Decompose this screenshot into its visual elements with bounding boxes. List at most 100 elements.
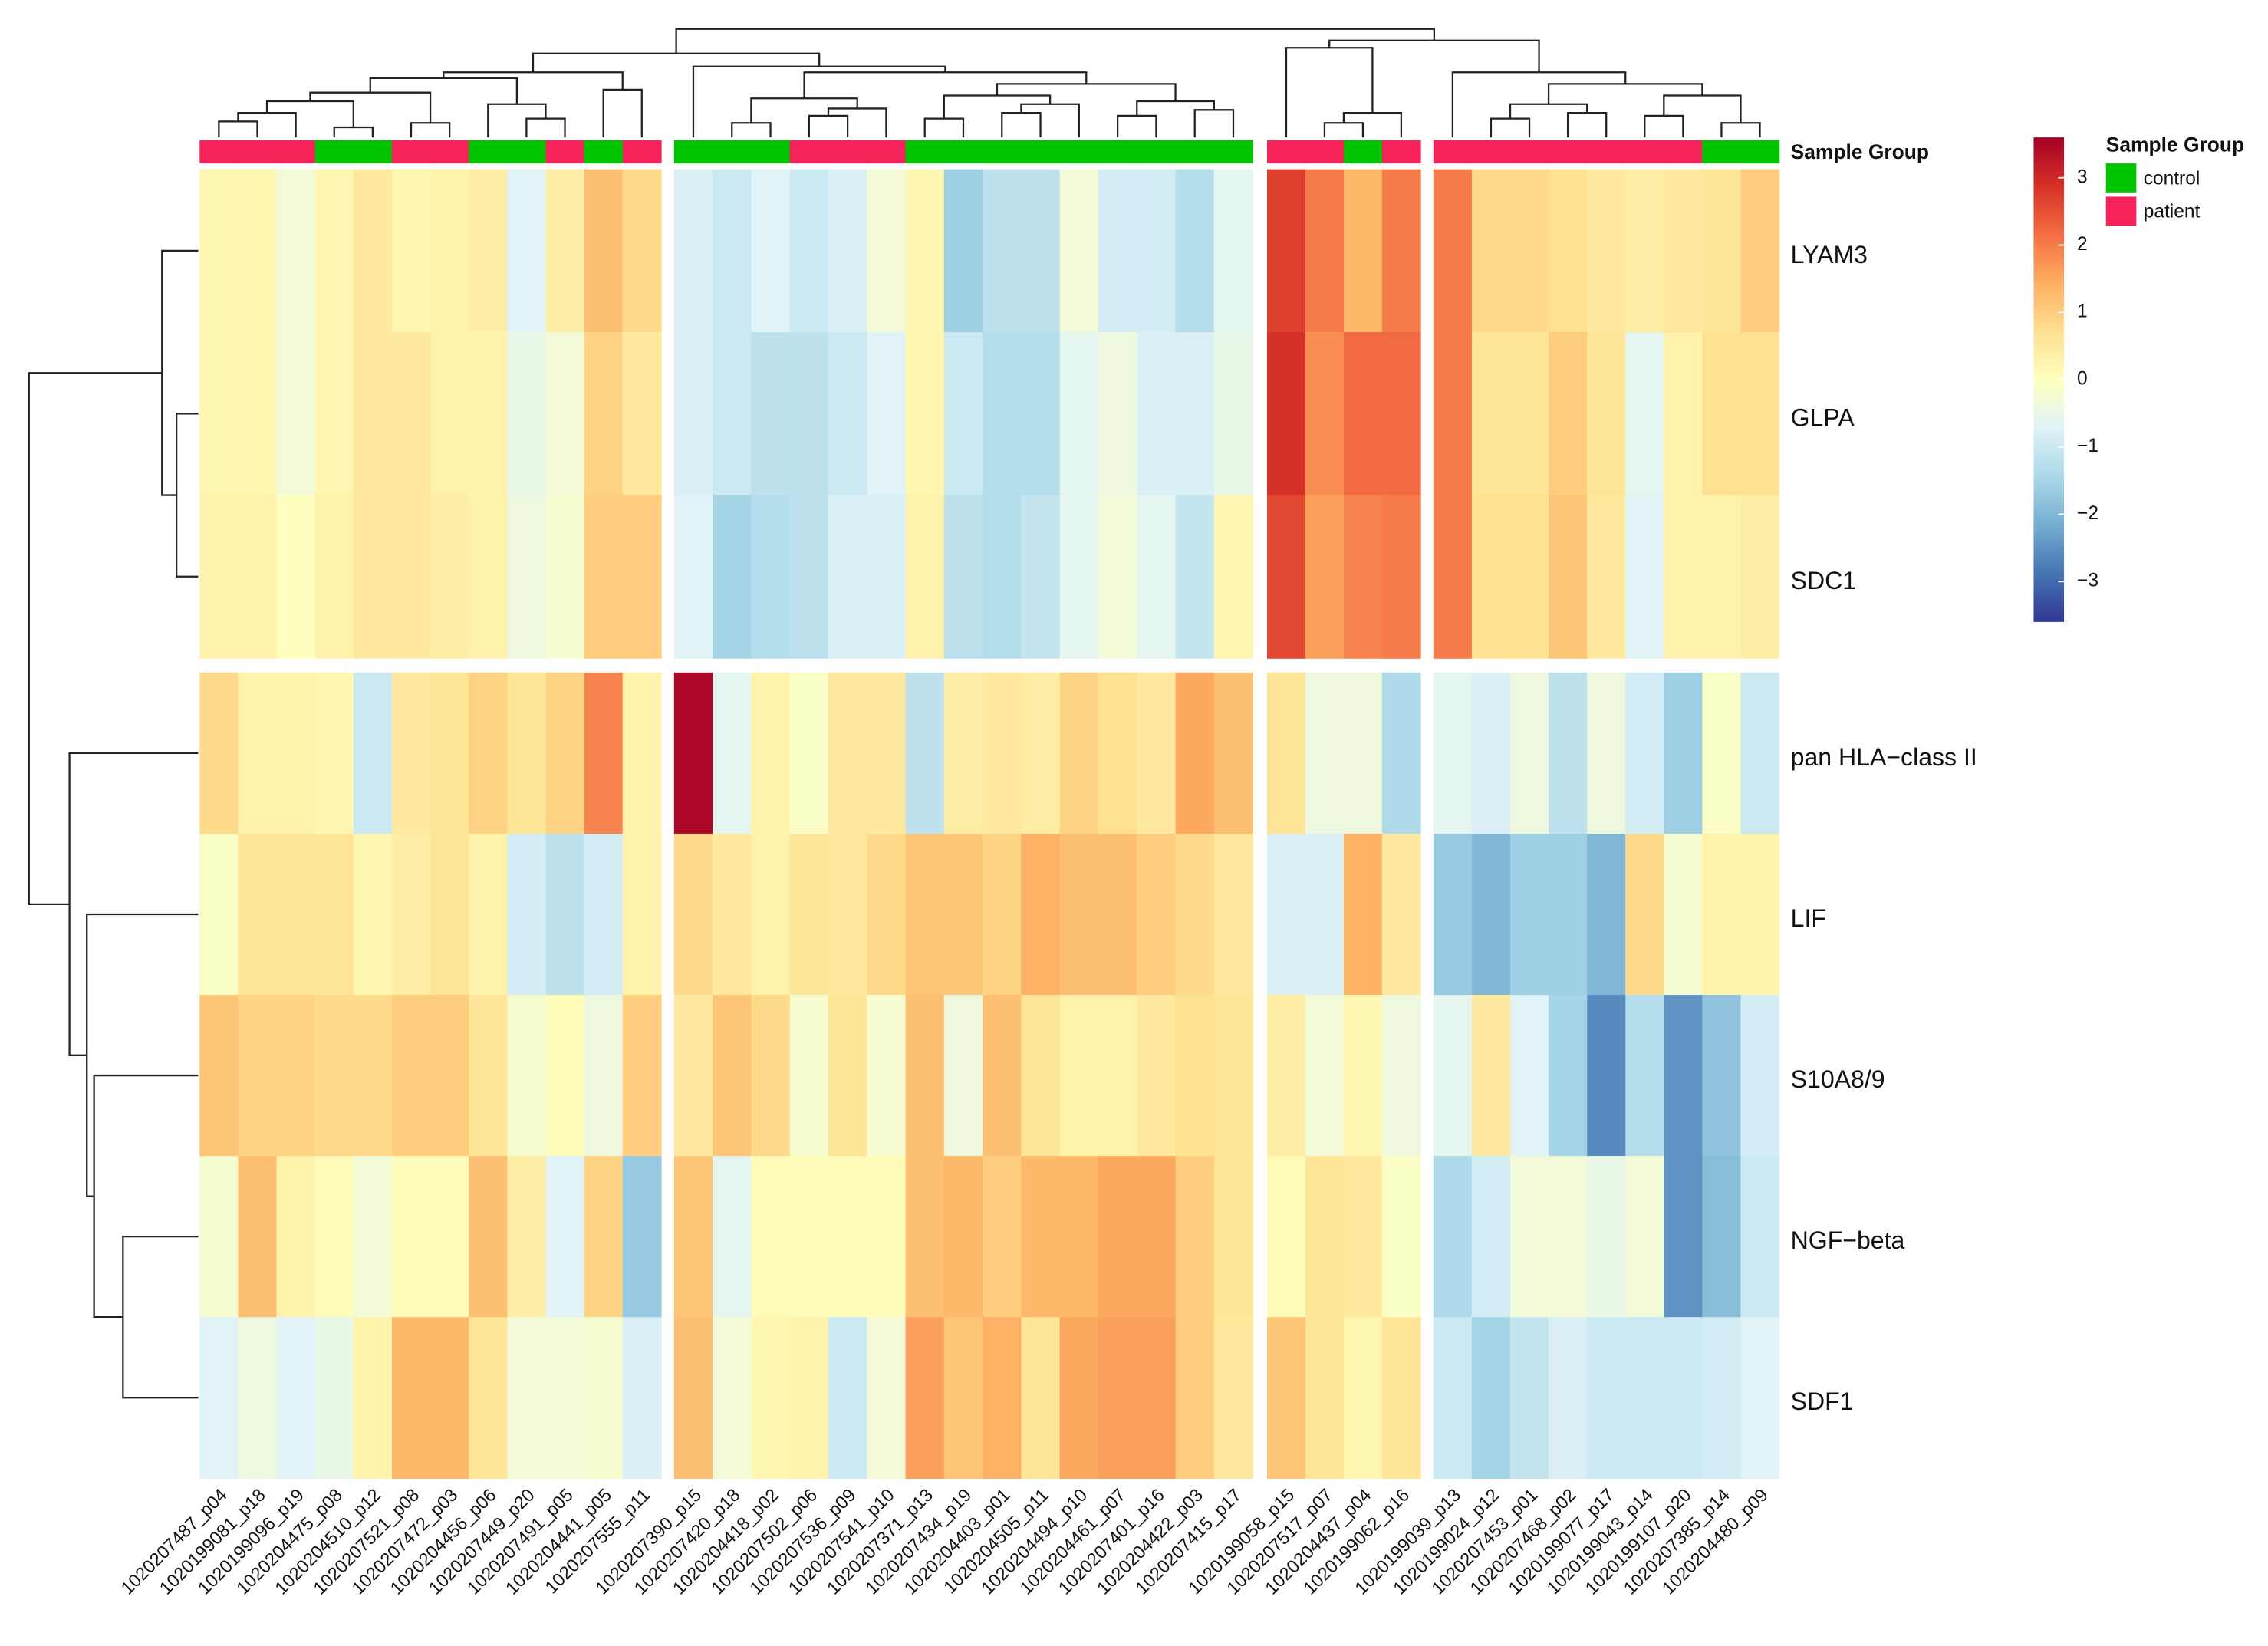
row-dendrogram-link	[93, 1074, 199, 1318]
heatmap-cell	[673, 995, 713, 1157]
heatmap-cell	[199, 332, 239, 496]
heatmap-cell	[391, 833, 431, 996]
heatmap-cell	[713, 1317, 752, 1480]
heatmap-cell	[1175, 169, 1215, 333]
heatmap-cell	[1381, 995, 1421, 1157]
heatmap-cell	[1021, 672, 1061, 835]
column-dendrogram-link	[1136, 100, 1215, 116]
heatmap-cell	[238, 672, 278, 835]
column-dendrogram-link	[996, 83, 1177, 102]
heatmap-cell	[469, 1156, 509, 1318]
column-dendrogram-link	[218, 120, 258, 138]
heatmap-cell	[1433, 495, 1473, 659]
heatmap-cell	[1381, 833, 1421, 996]
annotation-cell	[713, 140, 752, 164]
heatmap-cell	[238, 332, 278, 496]
heatmap-cell	[828, 169, 868, 333]
heatmap-cell	[430, 833, 469, 996]
heatmap-cell	[1266, 833, 1306, 996]
heatmap-cell	[751, 332, 791, 496]
row-dendrogram-link	[68, 752, 199, 1056]
heatmap-cell	[1471, 169, 1511, 333]
heatmap-cell	[1213, 833, 1253, 996]
row-label: GLPA	[1791, 403, 1855, 431]
heatmap-cell	[353, 672, 393, 835]
heatmap-cell	[751, 1317, 791, 1480]
heatmap-cell	[545, 833, 585, 996]
heatmap-cell	[1381, 1156, 1421, 1318]
column-dendrogram-link	[237, 111, 297, 138]
heatmap-cell	[584, 1317, 624, 1480]
annotation-cell	[1305, 140, 1345, 164]
column-dendrogram-link	[1001, 111, 1042, 138]
heatmap-cell	[1549, 1317, 1588, 1480]
heatmap-cell	[276, 169, 316, 333]
heatmap-cell	[1587, 332, 1626, 496]
heatmap-cell	[1059, 169, 1099, 333]
heatmap-cell	[673, 1156, 713, 1318]
heatmap-cell	[1664, 332, 1703, 496]
heatmap-cell	[751, 495, 791, 659]
heatmap-cell	[1213, 995, 1253, 1157]
heatmap-cell	[238, 1317, 278, 1480]
heatmap-cell	[507, 169, 547, 333]
annotation-cell	[584, 140, 624, 164]
heatmap-cell	[1587, 1156, 1626, 1318]
row-dendrogram-link	[122, 1236, 199, 1399]
heatmap-cell	[353, 332, 393, 496]
heatmap-cell	[1433, 1317, 1473, 1480]
heatmap-cell	[430, 672, 469, 835]
heatmap-cell	[1664, 672, 1703, 835]
heatmap-cell	[1549, 495, 1588, 659]
column-dendrogram-link	[1566, 111, 1608, 138]
heatmap-cell	[751, 995, 791, 1157]
heatmap-cell	[545, 1156, 585, 1318]
column-dendrogram-link	[410, 122, 451, 138]
heatmap-cell	[1098, 332, 1138, 496]
heatmap-cell	[751, 672, 791, 835]
heatmap-cell	[391, 169, 431, 333]
column-dendrogram-link	[1342, 111, 1403, 138]
legend-tick-label: 1	[2077, 301, 2088, 322]
heatmap-cell	[1266, 995, 1306, 1157]
column-dendrogram-link	[731, 122, 772, 138]
dendrograms	[28, 28, 1761, 1399]
heatmap-cell	[1305, 1156, 1345, 1318]
heatmap-cell	[199, 1317, 239, 1480]
annotation-cell	[1549, 140, 1588, 164]
heatmap-cell	[1059, 995, 1099, 1157]
heatmap-cell	[828, 332, 868, 496]
annotation-cell	[276, 140, 316, 164]
heatmap-cell	[545, 1317, 585, 1480]
heatmap-cell	[622, 1156, 662, 1318]
heatmap-cell	[1625, 495, 1665, 659]
heatmap-cell	[1549, 1156, 1588, 1318]
heatmap-cell	[905, 169, 945, 333]
heatmap-cell	[789, 495, 829, 659]
heatmap-cell	[276, 1156, 316, 1318]
heatmap-cell	[1343, 1156, 1383, 1318]
annotation-cell	[1433, 140, 1473, 164]
heatmap-cell	[622, 995, 662, 1157]
heatmap-cell	[1664, 169, 1703, 333]
heatmap-cell	[1213, 1156, 1253, 1318]
heatmap-cell	[1625, 833, 1665, 996]
heatmap-cell	[1381, 169, 1421, 333]
heatmap-cell	[1587, 995, 1626, 1157]
heatmap-cell	[713, 332, 752, 496]
heatmap-cell	[622, 672, 662, 835]
heatmap-cell	[867, 169, 907, 333]
heatmap-cell	[353, 1156, 393, 1318]
heatmap-cell	[1625, 995, 1665, 1157]
heatmap-cell	[469, 332, 509, 496]
heatmap-cell	[1740, 1317, 1780, 1480]
annotation-cell	[353, 140, 393, 164]
column-dendrogram-link	[333, 126, 374, 138]
heatmap-cell	[622, 169, 662, 333]
annotation-cell	[1137, 140, 1177, 164]
heatmap-cell	[1098, 995, 1138, 1157]
heatmap-cell	[1098, 1317, 1138, 1480]
heatmap-cell	[584, 833, 624, 996]
heatmap-cell	[1343, 995, 1383, 1157]
heatmap-cell	[943, 332, 983, 496]
